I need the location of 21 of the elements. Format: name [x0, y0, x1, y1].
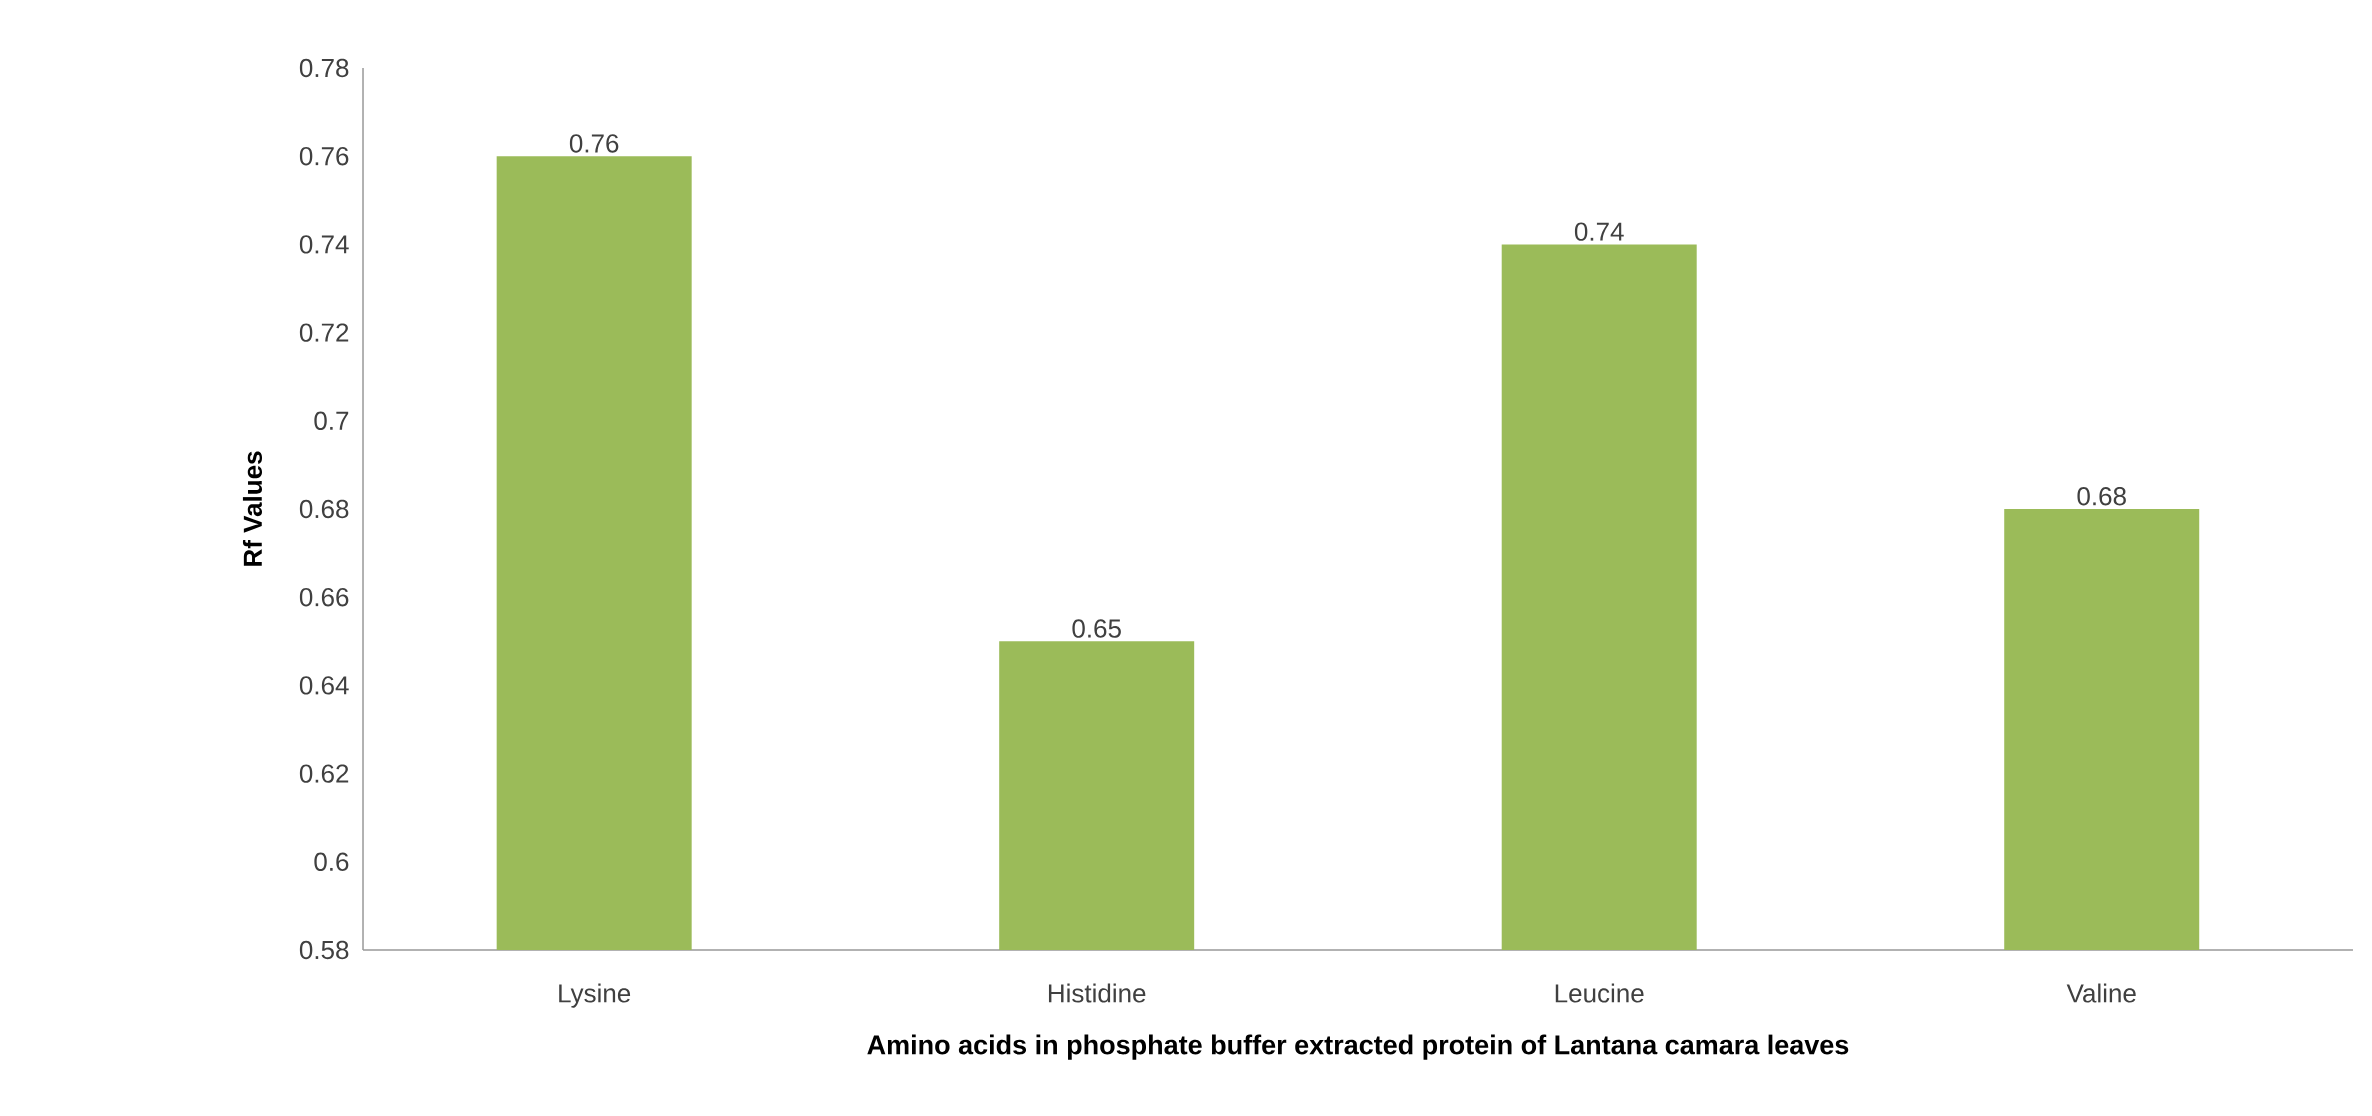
x-tick-label: Histidine	[1048, 983, 1146, 1003]
x-tick-label: Lysine	[559, 983, 631, 1008]
y-axis-title: Rf Values	[242, 451, 263, 566]
y-tick-label: 0.68	[299, 499, 349, 519]
y-tick-label: 0.6	[314, 852, 349, 871]
y-tick-label: 0.76	[299, 146, 349, 166]
x-tick-label: Valine	[2066, 983, 2136, 1003]
y-tick-label: 0.62	[299, 764, 349, 783]
data-label: 0.65	[1072, 619, 1121, 638]
x-tick-label: Leucine	[1555, 983, 1644, 1003]
y-tick-label: 0.66	[299, 587, 349, 607]
y-tick-label: 0.64	[299, 676, 349, 695]
data-label: 0.76	[569, 134, 619, 153]
y-tick-label: 0.58	[299, 940, 349, 960]
data-label: 0.68	[2077, 487, 2126, 506]
x-axis-title: Amino acids in phosphate buffer extracted protein of Lantana camara leaves	[867, 1034, 1849, 1060]
y-tick-label: 0.74	[299, 235, 349, 254]
y-tick-label: 0.72	[299, 323, 349, 342]
y-tick-label: 0.7	[314, 411, 349, 430]
y-tick-label: 0.78	[299, 58, 349, 78]
data-label: 0.74	[1574, 222, 1624, 241]
